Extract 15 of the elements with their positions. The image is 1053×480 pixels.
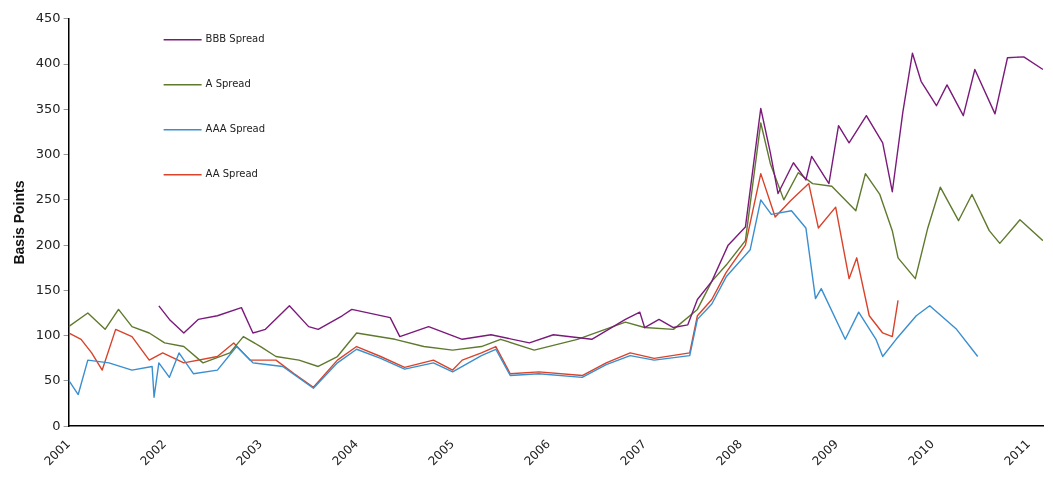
y-tick-label: 300 (35, 145, 61, 161)
y-tick-label: 150 (35, 281, 61, 297)
y-tick-label: 400 (35, 55, 61, 71)
y-tick-label: 350 (35, 100, 61, 116)
legend-label: A Spread (205, 78, 251, 90)
y-tick-label: 0 (52, 417, 61, 433)
y-tick-label: 250 (35, 191, 61, 207)
legend-label: AA Spread (205, 168, 258, 180)
legend-label: BBB Spread (205, 33, 265, 45)
y-tick-label: 50 (44, 372, 61, 388)
legend-label: AAA Spread (205, 123, 266, 135)
y-tick-label: 450 (35, 10, 61, 26)
y-axis-title: Basis Points (11, 180, 28, 265)
y-tick-label: 200 (35, 236, 61, 252)
y-tick-label: 100 (35, 327, 61, 343)
